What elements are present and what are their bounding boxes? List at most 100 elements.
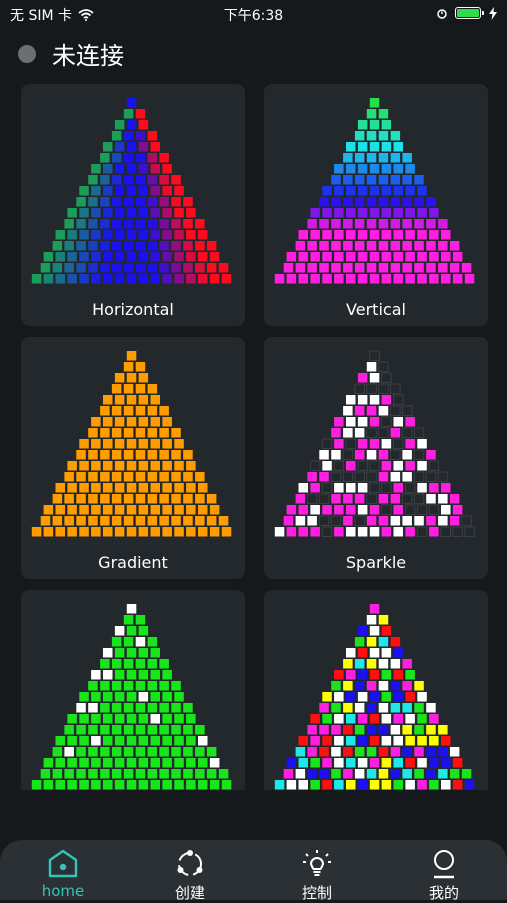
led-light [366,493,377,504]
led-light [114,439,125,449]
tab-home[interactable]: home [13,848,113,900]
led-light [100,681,110,691]
led-light [218,769,229,779]
led-light [79,692,89,702]
led-light [413,427,425,438]
led-light [452,274,463,284]
led-light [366,450,377,460]
led-light [147,241,158,251]
led-light [186,208,196,218]
led-light [438,725,448,735]
led-light [346,142,356,152]
led-light [135,263,146,273]
led-light [321,526,333,537]
led-light [138,527,149,537]
led-light [126,417,137,427]
led-light [111,703,122,713]
led-light [123,769,134,779]
led-light [111,197,122,207]
led-light [103,461,113,471]
led-light [186,758,196,768]
led-light [150,758,160,768]
tab-create[interactable]: 创建 [140,848,240,903]
led-light [195,516,205,526]
tab-control[interactable]: 控制 [267,848,367,903]
pattern-card-gradient[interactable]: Gradient [21,337,245,579]
led-light [162,670,172,680]
tab-profile[interactable]: 我的 [394,848,494,903]
led-light [452,505,463,515]
led-light [378,109,389,119]
led-light [162,252,172,262]
led-light [79,505,89,515]
led-light [381,164,392,174]
led-light [378,681,389,691]
led-light [135,175,146,185]
led-light [52,769,63,779]
led-light [390,449,401,460]
led-light [354,175,365,185]
led-light [426,197,436,207]
led-light [79,439,89,449]
led-light [114,714,125,724]
led-light [381,142,392,152]
led-light [369,439,380,449]
pattern-card-multicolor[interactable] [264,590,488,790]
led-light [147,747,158,757]
led-light [405,714,415,724]
led-light [405,758,415,768]
led-light [67,208,77,218]
bulb-icon [303,850,331,876]
led-light [426,219,436,229]
connection-header[interactable]: 未连接 [18,36,124,71]
status-bar: 无 SIM 卡 下午6:38 [0,0,507,28]
led-light [354,219,365,229]
led-light [378,197,389,207]
led-light [126,439,137,449]
led-light [357,274,368,284]
led-light [366,241,377,251]
status-right [437,6,497,20]
led-light [159,241,169,251]
led-light [334,483,344,493]
led-light [366,659,377,669]
led-light [150,142,160,152]
led-light [366,516,377,526]
led-light [52,747,63,757]
led-light [138,461,149,471]
led-light [390,494,401,504]
status-left: 无 SIM 卡 [10,5,94,25]
led-light [298,780,308,790]
led-light [402,725,412,735]
status-time: 下午6:38 [223,8,284,24]
led-light [378,219,389,229]
pattern-card-vertical[interactable]: Vertical [264,84,488,326]
led-light [369,714,380,724]
pattern-card-sparkle[interactable]: Sparkle [264,337,488,579]
led-light [159,516,169,526]
led-light [390,659,401,669]
led-light [357,648,368,658]
led-light [126,626,137,636]
led-light [88,681,98,691]
pattern-card-green[interactable] [21,590,245,790]
led-light [417,758,427,768]
led-light [88,428,98,438]
led-light [343,406,353,416]
led-light [343,703,353,713]
led-light [334,439,344,449]
led-light [378,703,389,713]
led-light [334,505,344,515]
led-light [135,131,146,141]
led-light [346,274,356,284]
led-light [52,263,63,273]
led-light [67,527,77,537]
led-light [393,274,403,284]
led-light [52,241,63,251]
led-light [378,450,389,460]
pattern-card-horizontal[interactable]: Horizontal [21,84,245,326]
led-light [366,197,377,207]
led-light [126,186,137,196]
led-light [147,428,158,438]
led-light [55,274,65,284]
